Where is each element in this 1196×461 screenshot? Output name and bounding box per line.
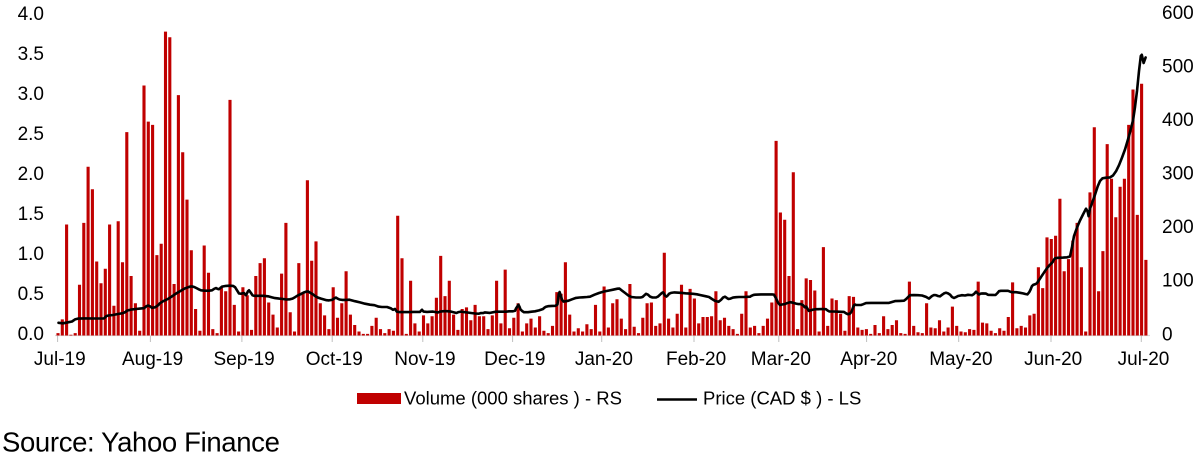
svg-text:0.5: 0.5 [18, 284, 44, 305]
svg-text:Source: Yahoo Finance: Source: Yahoo Finance [2, 427, 280, 458]
svg-text:Jan-20: Jan-20 [575, 349, 633, 370]
svg-text:Oct-19: Oct-19 [306, 349, 363, 370]
svg-text:Price (CAD $ ) - LS: Price (CAD $ ) - LS [703, 388, 861, 409]
svg-text:0: 0 [1162, 324, 1173, 345]
svg-text:Mar-20: Mar-20 [751, 349, 811, 370]
svg-text:100: 100 [1162, 271, 1194, 292]
svg-text:1.0: 1.0 [18, 244, 44, 265]
svg-text:Apr-20: Apr-20 [840, 349, 897, 370]
svg-text:Jul-20: Jul-20 [1118, 349, 1170, 370]
svg-text:May-20: May-20 [929, 349, 992, 370]
svg-text:4.0: 4.0 [18, 4, 44, 25]
svg-text:400: 400 [1162, 110, 1194, 131]
svg-text:200: 200 [1162, 217, 1194, 238]
svg-text:3.0: 3.0 [18, 84, 44, 105]
svg-text:Jul-19: Jul-19 [34, 349, 86, 370]
svg-text:Nov-19: Nov-19 [394, 349, 455, 370]
svg-text:Volume (000 shares ) - RS: Volume (000 shares ) - RS [404, 388, 622, 409]
svg-text:Dec-19: Dec-19 [484, 349, 545, 370]
svg-text:Sep-19: Sep-19 [213, 349, 274, 370]
svg-text:2.0: 2.0 [18, 164, 44, 185]
svg-text:3.5: 3.5 [18, 44, 44, 65]
svg-text:600: 600 [1162, 3, 1194, 24]
svg-text:0.0: 0.0 [18, 324, 44, 345]
svg-text:Aug-19: Aug-19 [122, 349, 183, 370]
svg-text:Feb-20: Feb-20 [666, 349, 726, 370]
svg-text:1.5: 1.5 [18, 204, 44, 225]
svg-text:Jun-20: Jun-20 [1024, 349, 1082, 370]
svg-text:300: 300 [1162, 164, 1194, 185]
svg-text:500: 500 [1162, 56, 1194, 77]
svg-text:2.5: 2.5 [18, 124, 44, 145]
